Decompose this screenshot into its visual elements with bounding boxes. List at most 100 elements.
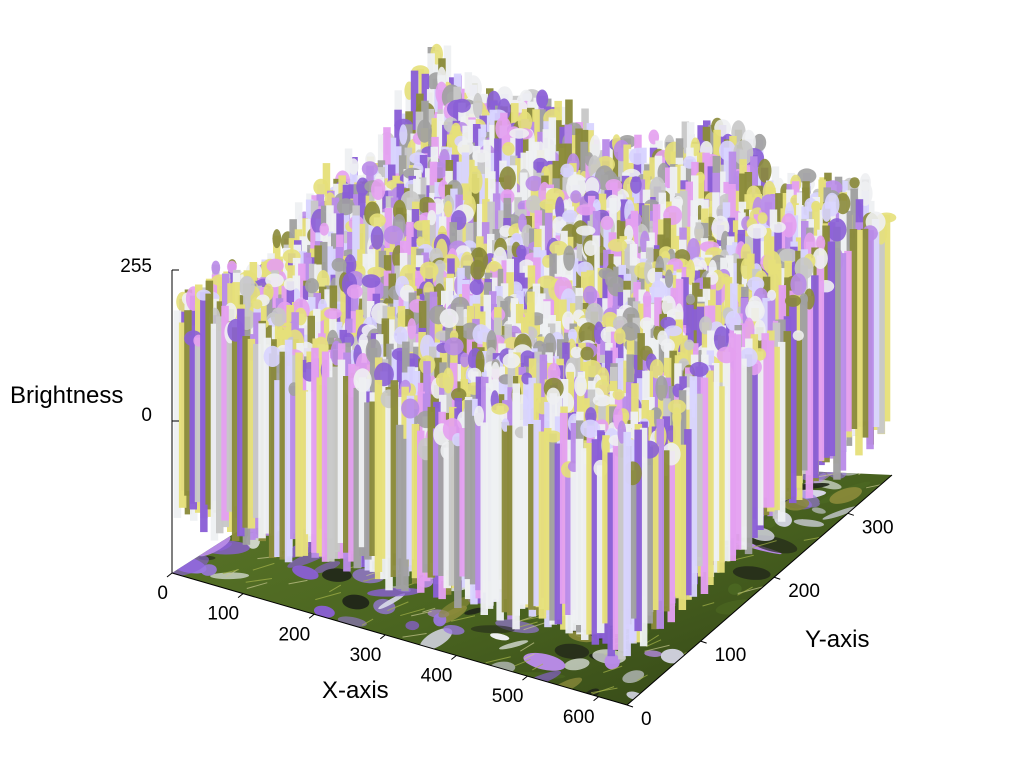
surface-column [728,373,736,539]
floor-grass-streak [590,686,615,695]
floor-grass-streak [288,579,308,585]
surface-peak [716,346,737,364]
surface-peak [331,257,347,272]
surface-peak [444,200,453,218]
floor-grass-streak [411,610,432,617]
surface-peak [578,322,598,346]
surface-peak [655,375,668,401]
surface-peak [570,346,583,359]
surface-column [833,226,841,480]
surface-peak [361,274,381,288]
surface-column [772,346,780,511]
surface-peak [685,293,696,305]
surface-column [733,334,742,550]
floor-grass-streak [246,582,268,590]
surface-column [755,351,764,526]
surface-peak [815,235,826,252]
floor-patch [829,487,862,504]
floor-grass-streak [523,653,535,660]
surface-peak [667,399,687,414]
surface-column [860,228,869,438]
surface-peak [821,201,832,222]
surface-peak [770,221,786,233]
floor-grass-streak [245,577,273,583]
floor-patch [342,594,370,610]
floor-patch [378,593,406,610]
surface-peak [283,278,298,291]
surface-column [811,275,819,479]
surface-peak [516,244,527,259]
floor-grass-streak [644,644,670,652]
floor-patch [405,620,420,631]
surface-column [838,253,847,471]
floor-grass-streak [402,633,427,638]
floor-grass-streak [315,592,342,601]
surface-peak [525,175,544,192]
surface-peak [502,142,515,156]
surface-peak [509,128,530,139]
floor-grass-streak [646,639,662,647]
floor-patch [732,566,771,580]
surface-column [744,354,753,555]
surface-peak [672,407,682,427]
floor-grass-streak [451,615,476,622]
surface-peak [472,149,491,163]
floor-patch [210,572,250,580]
surface-peak [495,116,512,141]
surface-peak [757,158,772,183]
surface-peak [753,133,767,152]
surface-peak [319,222,330,236]
floor-grass-streak [520,642,535,652]
surface-peak [687,238,701,262]
surface-column [789,339,797,504]
surface-peak [563,245,575,271]
surface-peak [583,285,598,305]
surface-peak [313,178,329,196]
surface-peak [567,328,578,342]
floor-patch [172,555,209,576]
surface-peak [457,139,474,156]
surface-peak [416,236,425,247]
floor-patch [313,561,341,574]
floor-grass-streak [532,663,544,671]
surface-peak [612,389,625,400]
surface-peak [336,198,355,216]
floor-patch [604,653,620,670]
surface-peak [699,316,713,335]
surface-peak [812,248,828,269]
surface-column [750,364,758,538]
floor-patch [644,650,663,657]
floor-grass-streak [514,658,531,667]
surface-peak [549,240,568,256]
surface-column [871,219,880,427]
surface-peak [472,92,483,119]
floor-grass-streak [737,586,753,596]
surface-peak [570,190,582,204]
floor-grass-streak [485,656,511,664]
surface-column [855,229,863,456]
surface-peak [621,322,641,341]
floor-grass-streak [252,562,275,571]
surface-peak [780,213,797,238]
surface-peak [689,361,709,377]
surface-peak [639,317,655,331]
surface-peak [520,89,533,103]
surface-column [794,332,802,476]
surface-column [700,377,709,594]
surface-column [695,393,703,567]
surface-column [866,230,874,450]
floor-grass-streak [222,569,240,575]
surface-peak [417,119,432,143]
surface-peak [517,111,533,133]
surface-peak [555,196,565,221]
surface-peak [468,168,483,194]
surface-peak [745,300,765,322]
surface-column [739,358,747,550]
surface-peak [650,280,666,301]
floor-grass-streak [856,463,879,468]
surface-peak [383,225,404,245]
surface-peak [605,179,623,193]
floor-patch [313,605,335,618]
surface-peak [265,273,284,288]
